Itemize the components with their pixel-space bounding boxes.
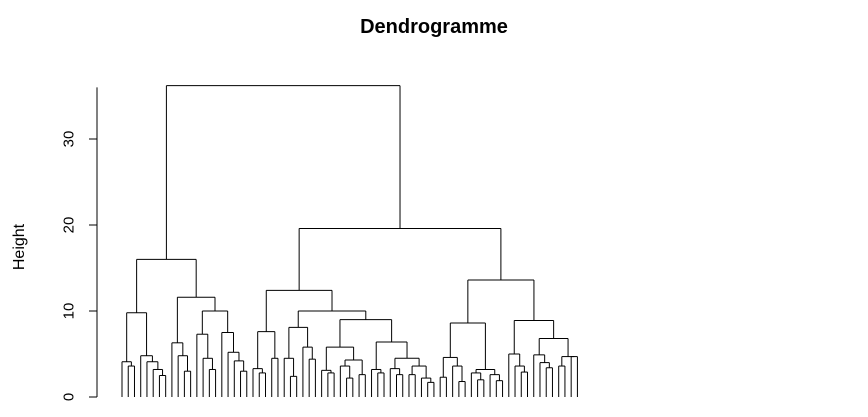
y-axis: 0 10 20 30 <box>61 87 98 401</box>
y-tick-label: 10 <box>61 303 78 320</box>
y-tick-label: 0 <box>61 393 78 401</box>
chart-title: Dendrogramme <box>360 16 508 38</box>
y-tick-label: 20 <box>61 217 78 234</box>
y-tick-label: 30 <box>61 131 78 148</box>
dendrogram-tree <box>121 85 578 397</box>
